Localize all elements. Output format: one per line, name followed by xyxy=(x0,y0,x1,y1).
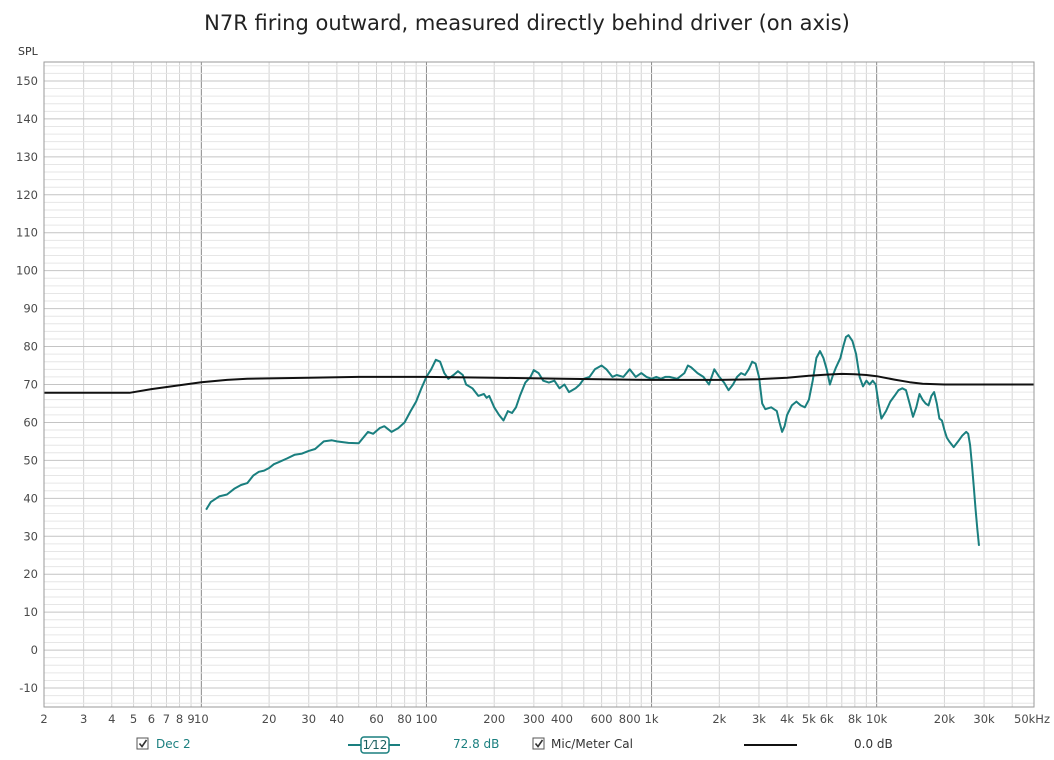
y-tick-label: 150 xyxy=(16,74,38,88)
smoothing-control[interactable]: 1⁄12 xyxy=(348,736,400,754)
x-tick-label: 4 xyxy=(108,712,115,726)
x-tick-label: 3k xyxy=(752,712,766,726)
x-tick-label: 800 xyxy=(619,712,641,726)
y-tick-label: 140 xyxy=(16,112,38,126)
series1-checkbox[interactable] xyxy=(136,737,149,750)
x-tick-label: 40 xyxy=(330,712,345,726)
x-tick-label: 4k xyxy=(780,712,794,726)
x-tick-label: 200 xyxy=(483,712,505,726)
x-tick-label: 20k xyxy=(934,712,956,726)
x-tick-label: 10 xyxy=(194,712,209,726)
series2-checkbox[interactable] xyxy=(532,737,545,750)
x-tick-label: 3 xyxy=(80,712,87,726)
y-tick-label: 110 xyxy=(16,226,38,240)
grid xyxy=(43,62,1035,707)
y-tick-label: 130 xyxy=(16,150,38,164)
x-tick-label: 20 xyxy=(262,712,277,726)
y-tick-label: 100 xyxy=(16,264,38,278)
series1-value: 72.8 dB xyxy=(453,737,499,751)
x-tick-label: 9 xyxy=(187,712,194,726)
y-tick-label: 60 xyxy=(23,415,38,429)
chart-title: N7R firing outward, measured directly be… xyxy=(204,11,850,35)
x-tick-label: 50kHz xyxy=(1014,712,1050,726)
plot-frame xyxy=(43,61,1035,708)
x-tick-label: 5k xyxy=(802,712,816,726)
series-layer xyxy=(44,334,1034,546)
x-tick-label: 7 xyxy=(163,712,170,726)
legend: Dec 2 1⁄12 72.8 dB Mic/Meter Cal 0.0 dB xyxy=(136,736,893,754)
x-tick-labels: 2 3 4 5 6 7 8 9 10 20 30 40 60 80 100 200 300 400 600 800 1k… xyxy=(40,712,1050,726)
y-tick-label: 20 xyxy=(23,567,38,581)
x-tick-label: 5 xyxy=(130,712,137,726)
x-tick-label: 2k xyxy=(712,712,726,726)
x-tick-label: 600 xyxy=(591,712,613,726)
y-tick-label: 70 xyxy=(23,378,38,392)
x-tick-label: 6 xyxy=(148,712,155,726)
x-tick-label: 30 xyxy=(301,712,316,726)
x-tick-label: 80 xyxy=(397,712,412,726)
y-axis-label: SPL xyxy=(18,45,39,58)
x-tick-label: 30k xyxy=(973,712,995,726)
series-line-1 xyxy=(205,334,980,546)
y-tick-label: 30 xyxy=(23,529,38,543)
y-tick-label: 0 xyxy=(31,643,38,657)
y-tick-label: 90 xyxy=(23,302,38,316)
y-tick-label: 50 xyxy=(23,453,38,467)
x-tick-label: 6k xyxy=(820,712,834,726)
x-tick-label: 1k xyxy=(645,712,659,726)
y-tick-label: 40 xyxy=(23,491,38,505)
series1-legend-label: Dec 2 xyxy=(156,737,191,751)
x-tick-label: 60 xyxy=(369,712,384,726)
x-tick-label: 400 xyxy=(551,712,573,726)
x-tick-label: 300 xyxy=(523,712,545,726)
smoothing-label: 1⁄12 xyxy=(363,738,388,752)
y-tick-label: 80 xyxy=(23,340,38,354)
series-line-2 xyxy=(44,372,1034,394)
x-tick-label: 8k xyxy=(848,712,862,726)
x-tick-label: 10k xyxy=(866,712,888,726)
y-tick-label: -10 xyxy=(19,681,38,695)
y-tick-label: 120 xyxy=(16,188,38,202)
x-tick-label: 100 xyxy=(415,712,437,726)
x-tick-label: 2 xyxy=(40,712,47,726)
x-tick-label: 8 xyxy=(176,712,183,726)
y-tick-label: 10 xyxy=(23,605,38,619)
series2-legend-label: Mic/Meter Cal xyxy=(551,737,633,751)
series2-value: 0.0 dB xyxy=(854,737,893,751)
